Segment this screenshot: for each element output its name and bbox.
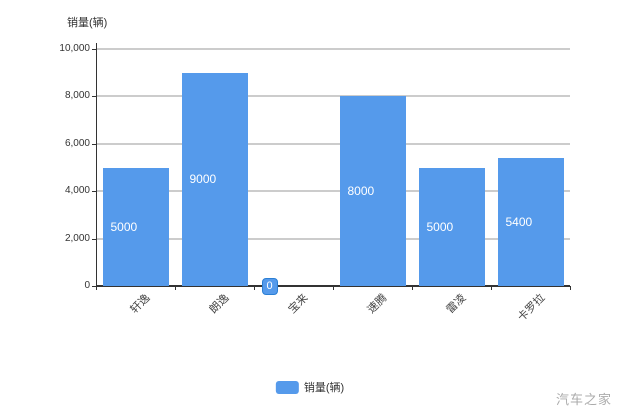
y-axis-title: 销量(辆) (67, 17, 108, 29)
bar-朗逸[interactable] (181, 72, 248, 286)
legend[interactable]: 销量(辆) (275, 379, 345, 395)
y-tick-label: 0 (84, 280, 90, 291)
legend-swatch-icon (275, 380, 299, 394)
x-tick-mark (570, 286, 571, 290)
bar-value-label: 5400 (505, 215, 533, 229)
bar-速腾[interactable] (339, 96, 406, 286)
x-category-label: 速腾 (364, 292, 389, 317)
x-category-label: 朗逸 (206, 292, 231, 317)
x-category-label: 卡罗拉 (515, 292, 547, 324)
gridline-4000 (96, 190, 570, 193)
bar-雷凌[interactable] (418, 167, 485, 286)
y-tick-label: 10,000 (59, 43, 90, 54)
bar-value-label: 8000 (347, 184, 375, 199)
y-tick-label: 4,000 (64, 185, 90, 197)
x-tick-mark (96, 286, 97, 290)
gridline-10000 (96, 48, 570, 50)
y-axis-line (96, 43, 97, 286)
y-tick-mark (92, 238, 96, 240)
bar-value-label: 9000 (189, 172, 217, 187)
bar-value-label: 5000 (426, 219, 454, 234)
x-tick-mark (412, 286, 413, 290)
y-tick-mark (92, 191, 96, 193)
bar-value-label: 5000 (110, 219, 138, 234)
gridline-2000 (96, 237, 570, 240)
watermark-autohome: 汽车之家 (555, 392, 612, 407)
gridline-6000 (96, 142, 570, 145)
bar-zero-value-label: 0 (261, 278, 278, 295)
y-tick-mark (92, 143, 96, 145)
x-category-label: 宝来 (285, 292, 310, 317)
x-tick-mark (175, 286, 176, 290)
y-tick-mark (92, 49, 96, 50)
gridline-8000 (96, 95, 570, 98)
x-tick-mark (333, 286, 334, 290)
y-tick-label: 8,000 (64, 90, 90, 102)
x-category-label: 雷凌 (443, 292, 468, 317)
y-tick-mark (92, 286, 96, 287)
legend-label: 销量(辆) (303, 382, 345, 394)
x-category-label: 轩逸 (127, 292, 152, 317)
x-tick-mark (254, 286, 255, 290)
x-tick-mark (491, 286, 492, 290)
y-tick-label: 6,000 (64, 137, 90, 149)
y-tick-mark (92, 96, 96, 98)
y-tick-label: 2,000 (64, 232, 90, 244)
bar-卡罗拉[interactable] (497, 158, 564, 286)
bar-轩逸[interactable] (102, 167, 169, 286)
